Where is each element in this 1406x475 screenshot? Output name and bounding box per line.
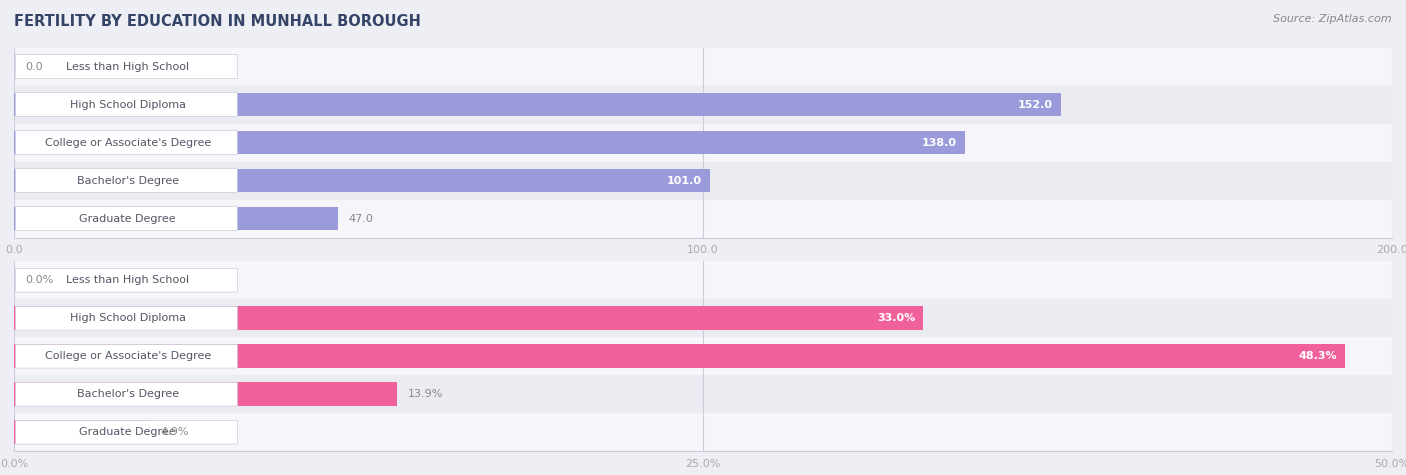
FancyBboxPatch shape	[15, 382, 238, 406]
Text: 101.0: 101.0	[666, 175, 702, 186]
Text: High School Diploma: High School Diploma	[70, 313, 186, 323]
Text: FERTILITY BY EDUCATION IN MUNHALL BOROUGH: FERTILITY BY EDUCATION IN MUNHALL BOROUG…	[14, 14, 420, 29]
Bar	[14, 86, 1392, 124]
Text: College or Associate's Degree: College or Associate's Degree	[45, 351, 211, 361]
Bar	[14, 337, 1392, 375]
Bar	[14, 131, 965, 154]
FancyBboxPatch shape	[15, 207, 238, 230]
FancyBboxPatch shape	[15, 420, 238, 444]
Bar	[14, 299, 1392, 337]
Text: Bachelor's Degree: Bachelor's Degree	[77, 389, 179, 399]
Bar	[14, 162, 1392, 199]
Text: Bachelor's Degree: Bachelor's Degree	[77, 175, 179, 186]
FancyBboxPatch shape	[15, 169, 238, 192]
FancyBboxPatch shape	[15, 131, 238, 154]
Bar	[14, 420, 149, 444]
Text: 0.0%: 0.0%	[25, 275, 53, 285]
Text: Graduate Degree: Graduate Degree	[79, 213, 176, 224]
Bar	[14, 207, 337, 230]
FancyBboxPatch shape	[15, 93, 238, 116]
Bar	[14, 344, 1346, 368]
Bar	[14, 413, 1392, 451]
Text: 33.0%: 33.0%	[877, 313, 915, 323]
Text: 47.0: 47.0	[349, 213, 374, 224]
Bar	[14, 93, 1062, 116]
Text: 48.3%: 48.3%	[1298, 351, 1337, 361]
Text: 13.9%: 13.9%	[408, 389, 443, 399]
Text: Less than High School: Less than High School	[66, 61, 190, 72]
Text: College or Associate's Degree: College or Associate's Degree	[45, 137, 211, 148]
Text: 138.0: 138.0	[921, 137, 956, 148]
Bar	[14, 261, 1392, 299]
Text: 4.9%: 4.9%	[160, 427, 188, 437]
Bar	[14, 200, 1392, 238]
FancyBboxPatch shape	[15, 344, 238, 368]
Text: Source: ZipAtlas.com: Source: ZipAtlas.com	[1274, 14, 1392, 24]
Text: 0.0: 0.0	[25, 61, 42, 72]
Bar	[14, 375, 1392, 413]
Bar	[14, 306, 924, 330]
Text: 152.0: 152.0	[1018, 99, 1053, 110]
Text: High School Diploma: High School Diploma	[70, 99, 186, 110]
Text: Less than High School: Less than High School	[66, 275, 190, 285]
Text: Graduate Degree: Graduate Degree	[79, 427, 176, 437]
Bar	[14, 124, 1392, 162]
FancyBboxPatch shape	[15, 268, 238, 292]
Bar	[14, 48, 1392, 86]
Bar	[14, 382, 396, 406]
Bar	[14, 169, 710, 192]
FancyBboxPatch shape	[15, 55, 238, 78]
FancyBboxPatch shape	[15, 306, 238, 330]
